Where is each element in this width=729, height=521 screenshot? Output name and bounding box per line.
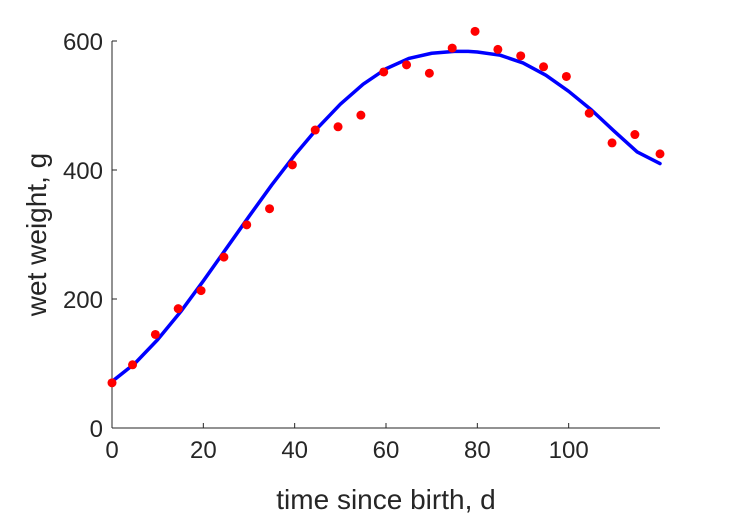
x-axis-title: time since birth, d	[276, 484, 495, 515]
data-point	[219, 252, 229, 262]
data-point	[516, 51, 526, 61]
data-point	[655, 149, 665, 159]
y-axis-title: wet weight, g	[21, 153, 52, 317]
data-point	[447, 43, 457, 53]
x-tick-label: 0	[105, 437, 118, 464]
data-point	[265, 204, 275, 214]
x-tick-label: 40	[281, 437, 308, 464]
data-point	[630, 130, 640, 140]
y-tick-label: 200	[63, 287, 103, 314]
x-tick-label: 20	[190, 437, 217, 464]
fit-line	[110, 49, 662, 384]
data-point	[287, 160, 297, 170]
x-tick-label: 60	[373, 437, 400, 464]
data-point	[128, 360, 138, 370]
data-point	[584, 108, 594, 118]
data-point	[561, 71, 571, 81]
data-point	[424, 68, 434, 78]
data-point	[150, 329, 160, 339]
fit-line-layer	[110, 49, 662, 384]
data-point	[402, 60, 412, 70]
x-tick-label: 100	[549, 437, 589, 464]
data-point	[196, 286, 206, 296]
data-point	[493, 44, 503, 54]
data-point	[607, 138, 617, 148]
data-point	[539, 62, 549, 72]
y-tick-label: 0	[90, 416, 103, 443]
data-points-layer	[107, 26, 665, 388]
ticks: 0 20 40 60 80 100 0 200 400 600	[63, 29, 589, 464]
data-point	[107, 378, 117, 388]
data-point	[333, 122, 343, 132]
y-tick-label: 400	[63, 158, 103, 185]
x-tick-label: 80	[464, 437, 491, 464]
data-point	[310, 125, 320, 135]
data-point	[356, 110, 366, 120]
data-point	[242, 220, 252, 230]
data-point	[470, 26, 480, 36]
y-tick-label: 600	[63, 29, 103, 56]
data-point	[379, 67, 389, 77]
data-point	[173, 304, 183, 314]
